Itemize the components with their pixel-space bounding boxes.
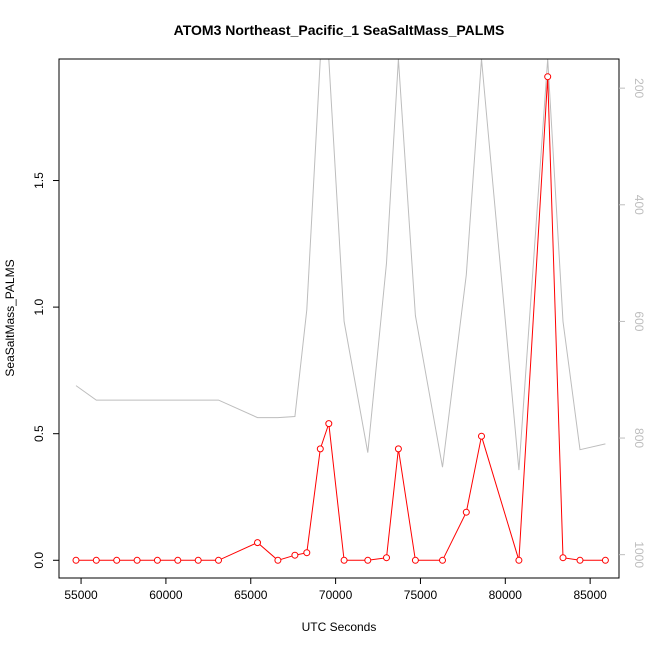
y-tick-label: 0.5 [32,425,46,442]
data-point [515,556,523,564]
x-axis: 55000 60000 65000 70000 75000 80000 85000 [64,578,607,602]
data-point [439,556,446,564]
x-tick-label: 55000 [64,588,98,602]
data-point [274,556,282,564]
x-tick-label: 65000 [234,588,268,602]
data-point [364,556,372,564]
data-point [383,554,390,562]
data-point [559,554,567,562]
data-point [72,556,80,564]
data-point [174,556,182,564]
data-point [303,549,311,557]
seasaltmass-line [76,76,606,561]
data-point [478,432,485,440]
data-point [316,445,324,453]
pressure-line [75,59,606,471]
data-point [411,556,419,564]
x-tick-label: 85000 [573,588,607,602]
y2-tick-label: 800 [632,428,646,448]
data-point [254,539,261,547]
y2-tick-label: 400 [632,195,646,215]
data-point [291,551,299,559]
data-point [576,556,584,564]
x-tick-label: 75000 [404,588,438,602]
data-point [215,556,222,564]
y2-tick-label: 200 [632,78,646,98]
x-tick-label: 60000 [149,588,183,602]
data-point [92,556,100,564]
data-point [113,556,121,564]
x-tick-label: 80000 [489,588,523,602]
x-tick-label: 70000 [319,588,353,602]
pressure-series [75,59,606,471]
y-axis: 0.0 0.5 1.0 1.5 [32,172,59,569]
y-axis-label: SeaSaltMass_PALMS [3,259,17,376]
data-point [601,556,609,564]
data-point [394,445,402,453]
seasaltmass-series [72,73,609,564]
y-tick-label: 0.0 [32,552,46,569]
data-point [325,420,333,428]
data-point [462,508,470,516]
y2-axis: 200 400 600 800 1000 [619,78,646,568]
plot-frame [58,58,620,579]
y2-tick-label: 600 [632,311,646,331]
data-point [340,556,348,564]
x-axis-label: UTC Seconds [302,620,377,634]
data-point [194,556,202,564]
y-tick-label: 1.0 [32,298,46,315]
y-tick-label: 1.5 [32,172,46,189]
y2-tick-label: 1000 [632,541,646,568]
data-point [133,556,141,564]
chart-title: ATOM3 Northeast_Pacific_1 SeaSaltMass_PA… [174,22,505,38]
data-point [153,556,161,564]
data-point [544,73,552,81]
